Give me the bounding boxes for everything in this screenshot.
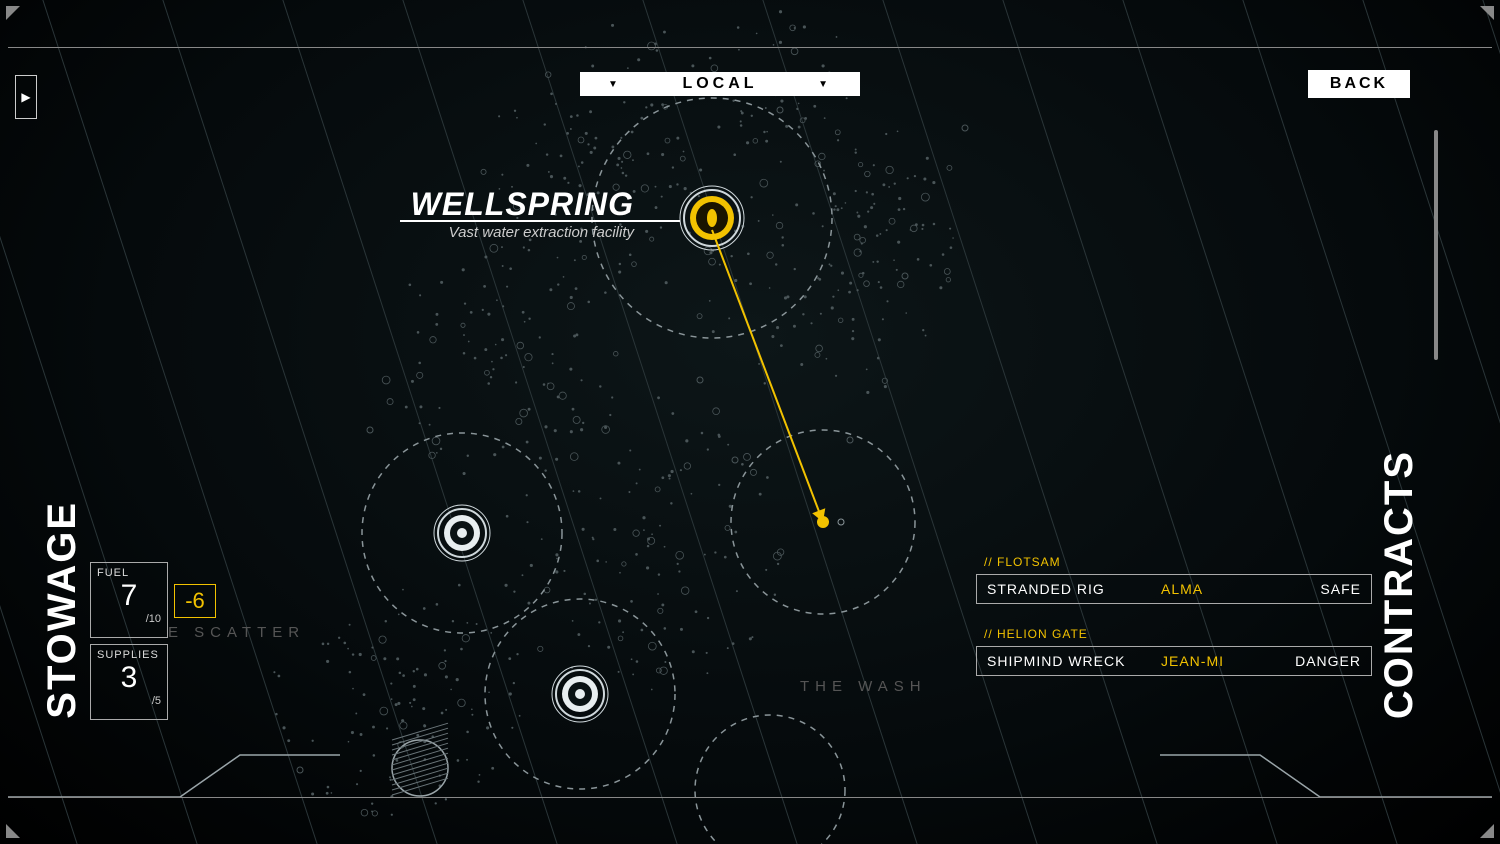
- contract-name: STRANDED RIG: [987, 581, 1161, 597]
- fuel-panel: FUEL 7 /10: [90, 562, 168, 638]
- scrollbar[interactable]: [1434, 130, 1438, 360]
- fuel-label: FUEL: [97, 567, 161, 579]
- play-icon: ▶: [21, 90, 30, 104]
- zoom-label: LOCAL: [682, 75, 757, 93]
- location-subtitle: Vast water extraction facility: [400, 224, 634, 241]
- corner-top-left: [6, 6, 20, 20]
- supplies-panel: SUPPLIES 3 /5: [90, 644, 168, 720]
- zoom-selector[interactable]: ▼ LOCAL ▼: [580, 72, 860, 96]
- corner-top-right: [1480, 6, 1494, 20]
- zoom-left-icon: ▼: [608, 79, 622, 90]
- contract-who: ALMA: [1161, 581, 1281, 597]
- stowage-tab[interactable]: STOWAGE: [40, 501, 85, 719]
- fuel-delta: -6: [174, 584, 216, 618]
- supplies-max: /5: [97, 695, 161, 707]
- zoom-right-icon: ▼: [818, 79, 832, 90]
- corner-bottom-left: [6, 824, 20, 838]
- back-button[interactable]: BACK: [1308, 70, 1410, 98]
- region-label-scatter: E SCATTER: [168, 624, 305, 641]
- contract-name: SHIPMIND WRECK: [987, 653, 1161, 669]
- contract-risk: DANGER: [1281, 653, 1361, 669]
- supplies-value: 3: [97, 661, 161, 695]
- contract-who: JEAN-MI: [1161, 653, 1281, 669]
- region-label-wash: THE WASH: [800, 678, 927, 695]
- star-map: [0, 0, 1500, 844]
- fuel-max: /10: [97, 613, 161, 625]
- fuel-value: 7: [97, 579, 161, 613]
- location-title: WELLSPRING: [400, 186, 634, 223]
- location-underline: [400, 220, 680, 222]
- contract-row-0[interactable]: STRANDED RIG ALMA SAFE: [976, 574, 1372, 604]
- contract-region-1: // HELION GATE: [984, 627, 1088, 641]
- expand-toggle[interactable]: ▶: [15, 75, 37, 119]
- contract-row-1[interactable]: SHIPMIND WRECK JEAN-MI DANGER: [976, 646, 1372, 676]
- contract-risk: SAFE: [1281, 581, 1361, 597]
- corner-bottom-right: [1480, 824, 1494, 838]
- contracts-tab[interactable]: CONTRACTS: [1377, 450, 1422, 719]
- frame-line-bottom: [8, 797, 1492, 798]
- contract-region-0: // FLOTSAM: [984, 555, 1061, 569]
- frame-line-top: [8, 47, 1492, 48]
- supplies-label: SUPPLIES: [97, 649, 161, 661]
- back-label: BACK: [1330, 75, 1388, 93]
